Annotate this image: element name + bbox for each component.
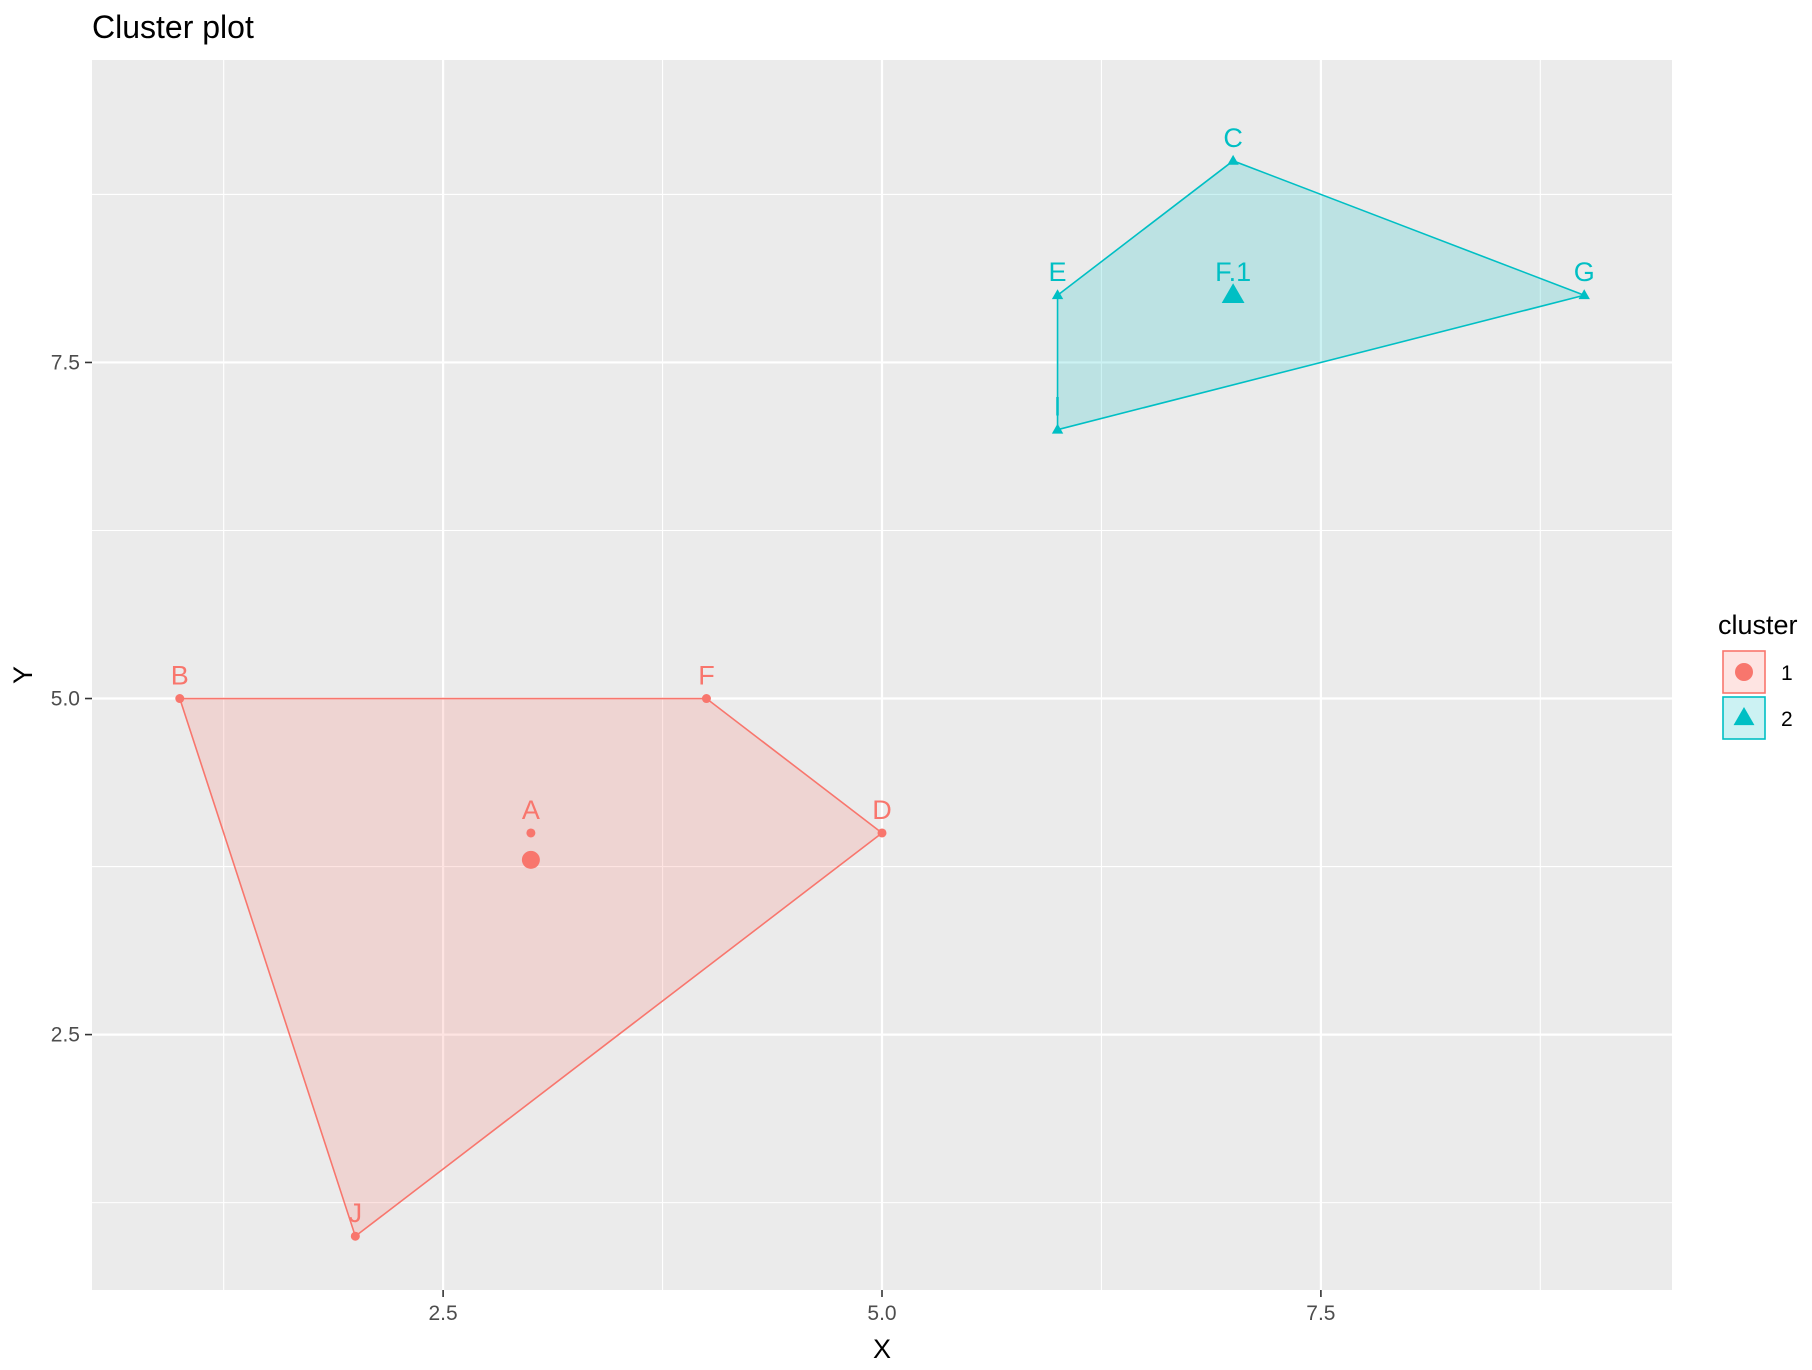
y-axis-title: Y <box>8 666 38 684</box>
legend-key-2 <box>1722 696 1766 740</box>
legend-symbol-2 <box>1733 707 1755 726</box>
y-tick-label: 2.5 <box>51 1024 80 1047</box>
y-axis: 2.5 5.0 7.5 <box>51 351 92 1047</box>
point-label-d: D <box>872 795 892 825</box>
point-label-g: G <box>1574 257 1595 287</box>
point-f <box>701 694 711 704</box>
legend-label-2: 2 <box>1781 708 1793 731</box>
point-e <box>1051 289 1064 300</box>
legend: cluster 1 2 <box>1718 610 1798 740</box>
point-label-c: C <box>1223 123 1243 153</box>
point-label-f: F <box>698 661 715 691</box>
point-label-f-1: F.1 <box>1215 257 1251 287</box>
chart-title: Cluster plot <box>92 9 254 45</box>
point-j <box>350 1231 360 1241</box>
legend-label-1: 1 <box>1781 662 1793 685</box>
y-tick-label: 5.0 <box>51 688 80 711</box>
point-d <box>877 828 887 838</box>
point-g <box>1578 289 1590 300</box>
x-tick-label: 7.5 <box>1306 1302 1335 1325</box>
x-axis-title: X <box>873 1334 891 1364</box>
cluster-2-centroid <box>1221 283 1245 304</box>
x-axis: 2.5 5.0 7.5 <box>429 1290 1335 1325</box>
cluster-1-centroid <box>521 850 540 869</box>
point-label-b: B <box>171 661 189 691</box>
legend-key-1 <box>1722 650 1766 694</box>
point-label-j: J <box>349 1198 363 1228</box>
point-label-e: E <box>1049 257 1067 287</box>
point-b <box>175 694 185 704</box>
x-tick-label: 5.0 <box>867 1302 896 1325</box>
point-label-a: A <box>522 795 540 825</box>
point-i <box>1051 423 1064 434</box>
point-c <box>1227 154 1239 165</box>
legend-symbol-1 <box>1735 663 1753 681</box>
legend-title: cluster <box>1718 610 1798 640</box>
y-tick-label: 7.5 <box>51 351 80 374</box>
x-tick-label: 2.5 <box>429 1302 458 1325</box>
data-points <box>175 154 1590 1241</box>
major-gridlines <box>92 60 1672 1290</box>
point-labels: A B D F J C E G I F.1 <box>171 123 1595 1228</box>
point-label-i: I <box>1054 392 1062 422</box>
point-a <box>526 828 536 838</box>
